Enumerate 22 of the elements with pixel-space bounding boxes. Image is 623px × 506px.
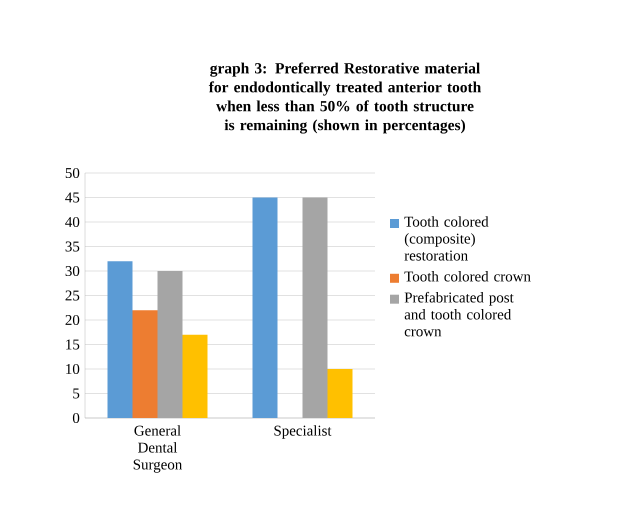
y-tick-label: 0	[72, 412, 80, 424]
y-tick-label: 5	[73, 388, 80, 398]
legend-label: Prefabricated post and tooth colored crown	[404, 292, 514, 336]
y-tick-label: 20	[66, 314, 80, 326]
bar	[182, 334, 208, 418]
y-tick-label: 25	[66, 290, 80, 301]
y-tick-label: 40	[65, 216, 80, 228]
x-tick-label: Specialist	[274, 425, 332, 439]
y-tick-label: 10	[66, 364, 80, 374]
legend-label: Tooth colored (composite) restoration	[404, 216, 488, 261]
bar	[132, 310, 158, 418]
x-tick-label: General Dental Surgeon	[134, 425, 182, 473]
bar	[328, 369, 353, 418]
bar	[252, 197, 278, 418]
chart-title: graph 3: Preferred Restorative material for endodontically treated anterior tooth when less than 50% of tooth structure is remaining (shown in percentages)	[208, 62, 482, 134]
y-tick-label: 30	[66, 266, 80, 276]
legend-label: Tooth colored crown	[404, 270, 531, 282]
y-tick-label: 50	[66, 168, 80, 178]
y-tick-label: 15	[66, 340, 80, 350]
bar	[108, 261, 132, 418]
y-tick-label: 45	[65, 192, 80, 202]
y-tick-label: 35	[66, 241, 80, 252]
